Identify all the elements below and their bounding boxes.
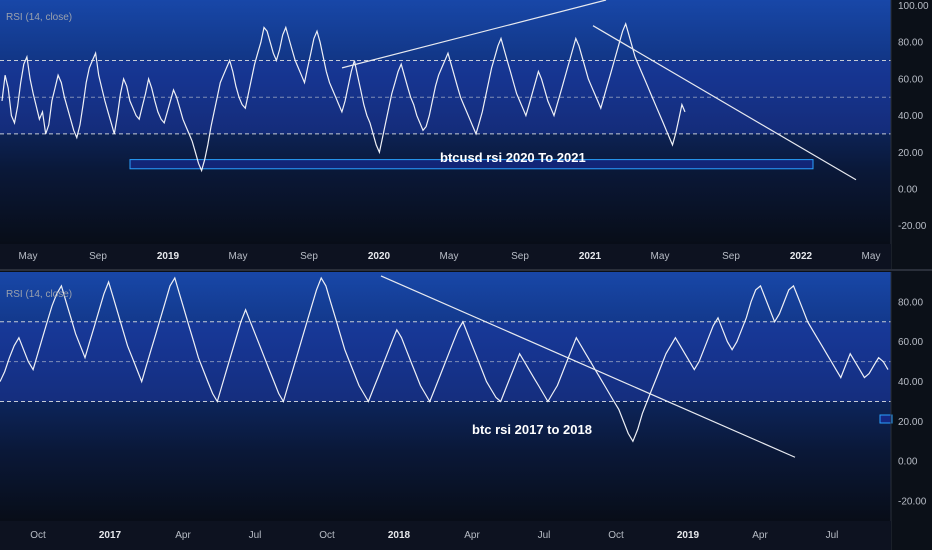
panel-background [0,272,891,521]
x-tick-label: Sep [89,251,107,262]
x-tick-label: 2022 [790,251,813,262]
trendline [592,25,857,181]
y-axis: 80.00 60.00 40.00 20.00 0.00 -20.00 [898,297,927,507]
x-tick-label: May [651,251,670,262]
x-tick-label: May [229,251,248,262]
x-axis: May Sep 2019 May Sep 2020 May Sep 2021 May Sep 2022… [19,251,881,262]
y-tick-label: 100.00 [898,1,929,12]
x-tick-label: May [862,251,881,262]
x-tick-label: Jul [538,530,551,541]
trendline [380,275,796,458]
annotation-label: btcusd rsi 2020 To 2021 [440,150,586,165]
time-axis-background [0,244,891,270]
x-tick-label: 2018 [388,530,411,541]
x-tick-label: Sep [722,251,740,262]
rsi-panel-bottom: RSI (14, close) btc rsi 2017 to 2018 80.… [0,272,927,550]
y-tick-label: 20.00 [898,148,923,159]
x-tick-label: Sep [511,251,529,262]
x-tick-label: Sep [300,251,318,262]
support-box [129,159,814,170]
x-tick-label: Apr [175,530,191,541]
y-tick-label: 80.00 [898,297,923,308]
y-tick-label: 40.00 [898,111,923,122]
x-tick-label: 2021 [579,251,602,262]
annotation-label: btc rsi 2017 to 2018 [472,422,592,437]
rsi-series-line [1,21,686,173]
x-tick-label: Apr [464,530,480,541]
y-tick-label: 20.00 [898,417,923,428]
panel-title: RSI (14, close) [6,289,72,300]
x-tick-label: May [19,251,38,262]
x-tick-label: Oct [608,530,624,541]
x-axis: Oct 2017 Apr Jul Oct 2018 Apr Jul Oct 2019 Apr Jul [30,530,838,541]
x-tick-label: Jul [249,530,262,541]
x-tick-label: Jul [826,530,839,541]
y-tick-label: 0.00 [898,184,918,195]
y-tick-label: -20.00 [898,497,927,508]
x-tick-label: 2019 [157,251,180,262]
x-tick-label: Apr [752,530,768,541]
support-box-edge [879,414,893,424]
y-tick-label: 0.00 [898,457,918,468]
y-tick-label: 80.00 [898,38,923,49]
rsi-series-line [0,276,889,443]
y-tick-label: 60.00 [898,74,923,85]
y-tick-label: 60.00 [898,337,923,348]
x-tick-label: 2019 [677,530,700,541]
x-tick-label: Oct [30,530,46,541]
trendline [341,0,607,69]
y-axis: 100.00 80.00 60.00 40.00 20.00 0.00 -20.00 [898,1,929,232]
x-tick-label: Oct [319,530,335,541]
panel-title: RSI (14, close) [6,12,72,23]
time-axis-background [0,521,891,550]
x-tick-label: May [440,251,459,262]
y-tick-label: 40.00 [898,377,923,388]
rsi-panel-top: RSI (14, close) btcusd rsi 2020 To 2021 … [0,0,929,270]
x-tick-label: 2017 [99,530,122,541]
x-tick-label: 2020 [368,251,391,262]
y-tick-label: -20.00 [898,221,927,232]
